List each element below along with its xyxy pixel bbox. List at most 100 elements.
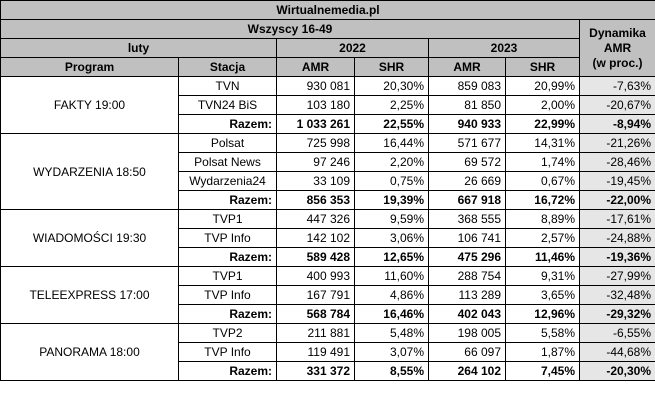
- shr-2022-col-header: SHR: [354, 57, 429, 77]
- table-row: Wydarzenia24 33 109 0,75% 26 669 0,67% -19,45…: [1, 171, 655, 191]
- total-label: Razem:: [178, 247, 277, 267]
- table-body: FAKTY 19:00 TVN 930 081 20,30% 859 083 20,99%…: [0, 76, 655, 381]
- amr-2023-cell: 288 754: [428, 266, 506, 286]
- station-name: TVP Info: [178, 285, 277, 305]
- dynamics-cell: -44,68%: [578, 342, 655, 362]
- year-2023-header: 2023: [428, 38, 580, 58]
- total-amr-2022-cell: 589 428: [276, 247, 355, 267]
- dynamics-cell: -28,46%: [578, 152, 655, 172]
- shr-2023-cell: 2,57%: [505, 228, 580, 248]
- program-name: PANORAMA 18:00: [0, 323, 179, 381]
- table-row: TVP Info 142 102 3,06% 106 741 2,57% -24,88%: [1, 228, 655, 248]
- amr-2022-cell: 97 246: [276, 152, 355, 172]
- dynamics-cell: -27,99%: [578, 266, 655, 286]
- total-row: Razem: 331 372 8,55% 264 102 7,45% -20,30%: [1, 361, 655, 381]
- station-name: TVP1: [178, 266, 277, 286]
- station-col-header: Stacja: [178, 57, 277, 77]
- total-amr-2023-cell: 264 102: [428, 361, 506, 381]
- table-row: WIADOMOŚCI 19:30 TVP1 447 326 9,59% 368 555 8…: [0, 209, 655, 267]
- total-shr-2023-cell: 11,46%: [505, 247, 580, 267]
- program-name: WYDARZENIA 18:50: [0, 133, 179, 210]
- shr-2023-cell: 9,31%: [505, 266, 580, 286]
- table-row: TVP Info 119 491 3,07% 66 097 1,87% -44,68%: [1, 342, 655, 362]
- amr-2022-cell: 119 491: [276, 342, 355, 362]
- total-amr-2023-cell: 667 918: [428, 190, 506, 210]
- amr-2022-cell: 930 081: [276, 76, 355, 96]
- total-amr-2023-cell: 402 043: [428, 304, 506, 324]
- dynamics-cell: -21,26%: [578, 133, 655, 153]
- dynamics-cell: -7,63%: [578, 76, 655, 96]
- total-dynamics-cell: -20,30%: [578, 361, 655, 381]
- amr-2023-cell: 66 097: [428, 342, 506, 362]
- shr-2023-cell: 2,00%: [505, 95, 580, 115]
- station-name: TVP2: [178, 323, 277, 343]
- shr-2023-col-header: SHR: [505, 57, 580, 77]
- dynamics-cell: -32,48%: [578, 285, 655, 305]
- total-label: Razem:: [178, 190, 277, 210]
- shr-2023-cell: 5,58%: [505, 323, 580, 343]
- amr-2023-cell: 106 741: [428, 228, 506, 248]
- month-header: luty: [0, 38, 277, 58]
- shr-2022-cell: 3,06%: [354, 228, 429, 248]
- year-2022-header: 2022: [276, 38, 429, 58]
- shr-2023-cell: 3,65%: [505, 285, 580, 305]
- total-amr-2023-cell: 475 296: [428, 247, 506, 267]
- amr-2023-cell: 81 850: [428, 95, 506, 115]
- shr-2022-cell: 5,48%: [354, 323, 429, 343]
- shr-2022-cell: 11,60%: [354, 266, 429, 286]
- shr-2023-cell: 1,74%: [505, 152, 580, 172]
- program-name: TELEEXPRESS 17:00: [0, 266, 179, 324]
- amr-2023-cell: 198 005: [428, 323, 506, 343]
- table-row: TELEEXPRESS 17:00 TVP1 400 993 11,60% 288 75…: [0, 266, 655, 324]
- site-title: Wirtualnemedia.pl: [0, 0, 655, 20]
- total-shr-2023-cell: 7,45%: [505, 361, 580, 381]
- amr-2022-cell: 142 102: [276, 228, 355, 248]
- shr-2022-cell: 9,59%: [354, 209, 429, 229]
- total-shr-2022-cell: 16,46%: [354, 304, 429, 324]
- amr-2023-cell: 859 083: [428, 76, 506, 96]
- total-amr-2022-cell: 856 353: [276, 190, 355, 210]
- total-shr-2023-cell: 22,99%: [505, 114, 580, 134]
- program-name: FAKTY 19:00: [0, 76, 179, 134]
- total-shr-2023-cell: 16,72%: [505, 190, 580, 210]
- audience-group: Wszyscy 16-49: [0, 19, 580, 39]
- amr-2023-cell: 113 289: [428, 285, 506, 305]
- total-shr-2022-cell: 12,65%: [354, 247, 429, 267]
- shr-2022-cell: 16,44%: [354, 133, 429, 153]
- amr-2023-cell: 69 572: [428, 152, 506, 172]
- station-name: Polsat News: [178, 152, 277, 172]
- shr-2022-cell: 0,75%: [354, 171, 429, 191]
- shr-2023-cell: 0,67%: [505, 171, 580, 191]
- dynamics-cell: -20,67%: [578, 95, 655, 115]
- shr-2022-cell: 3,07%: [354, 342, 429, 362]
- table-row: FAKTY 19:00 TVN 930 081 20,30% 859 083 20,99%…: [0, 76, 655, 134]
- station-name: TVP1: [178, 209, 277, 229]
- amr-2023-cell: 26 669: [428, 171, 506, 191]
- amr-2023-cell: 368 555: [428, 209, 506, 229]
- total-shr-2022-cell: 19,39%: [354, 190, 429, 210]
- station-name: Polsat: [178, 133, 277, 153]
- shr-2022-cell: 20,30%: [354, 76, 429, 96]
- shr-2022-cell: 2,25%: [354, 95, 429, 115]
- amr-2022-cell: 725 998: [276, 133, 355, 153]
- total-amr-2022-cell: 568 784: [276, 304, 355, 324]
- amr-2022-cell: 447 326: [276, 209, 355, 229]
- dynamics-header-line1: Dynamika: [589, 25, 646, 40]
- total-dynamics-cell: -19,36%: [578, 247, 655, 267]
- station-name: TVN24 BiS: [178, 95, 277, 115]
- amr-2022-cell: 103 180: [276, 95, 355, 115]
- shr-2022-cell: 2,20%: [354, 152, 429, 172]
- total-label: Razem:: [178, 361, 277, 381]
- total-amr-2023-cell: 940 933: [428, 114, 506, 134]
- dynamics-cell: -24,88%: [578, 228, 655, 248]
- total-dynamics-cell: -22,00%: [578, 190, 655, 210]
- amr-2022-cell: 211 881: [276, 323, 355, 343]
- table-row: TVN24 BiS 103 180 2,25% 81 850 2,00% -20,67%: [1, 95, 655, 115]
- total-dynamics-cell: -8,94%: [578, 114, 655, 134]
- dynamics-cell: -17,61%: [578, 209, 655, 229]
- program-name: WIADOMOŚCI 19:30: [0, 209, 179, 267]
- shr-2023-cell: 14,31%: [505, 133, 580, 153]
- dynamics-cell: -19,45%: [578, 171, 655, 191]
- shr-2022-cell: 4,86%: [354, 285, 429, 305]
- dynamics-header-line3: (w proc.): [592, 55, 643, 70]
